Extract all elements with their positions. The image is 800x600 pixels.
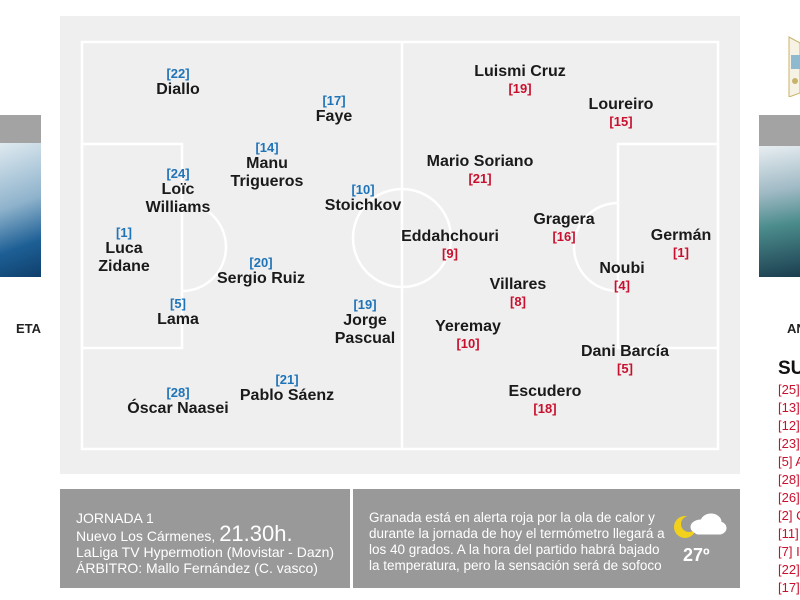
pitch-lines	[80, 40, 720, 451]
substitutes-title: SU	[778, 358, 800, 379]
sub-item: [23]	[778, 436, 800, 451]
kickoff-time: 21.30h.	[219, 521, 293, 546]
sub-item: [2] C	[778, 508, 800, 523]
match-info-panel: JORNADA 1 Nuevo Los Cármenes, 21.30h. La…	[60, 489, 350, 588]
referee-label: ÁRBITRO: Mallo Fernández (C. vasco)	[76, 560, 318, 576]
sub-item: [25]	[778, 382, 800, 397]
sub-item: [7] I	[778, 544, 800, 559]
home-player: [14] Manu Trigueros	[230, 140, 304, 190]
sun-cloud-icon	[674, 513, 727, 538]
away-player: Gragera [16]	[533, 211, 595, 244]
away-player: Dani Barcía [5]	[580, 343, 670, 376]
home-coach-photo	[0, 115, 41, 277]
weather-panel: Granada está en alerta roja por la ola d…	[353, 489, 740, 588]
home-player: [17] Faye	[315, 93, 353, 125]
home-player: [24] Loïc Williams	[145, 166, 211, 216]
away-player: Loureiro [15]	[588, 96, 654, 129]
away-coach-photo	[759, 115, 800, 277]
away-player: Escudero [18]	[508, 383, 582, 416]
away-player: Mario Soriano [21]	[426, 153, 534, 186]
sub-item: [5] A	[778, 454, 800, 469]
matchday-label: JORNADA 1	[76, 510, 154, 526]
temperature: 27º	[683, 545, 710, 565]
home-player: [1] Luca Zidane	[98, 225, 150, 275]
venue-label: Nuevo Los Cármenes,	[76, 528, 216, 544]
home-player: [28] Óscar Naasei	[127, 385, 229, 417]
sub-item: [28]	[778, 472, 800, 487]
weather-text: Granada está en alerta roja por la ola d…	[369, 510, 665, 573]
sub-item: [11]	[778, 526, 799, 541]
home-player: [5] Lama	[157, 296, 199, 328]
away-player: Germán [1]	[650, 227, 712, 260]
away-coach-name: AN	[787, 321, 800, 336]
away-player: Noubi [4]	[599, 260, 645, 293]
club-crest-icon	[788, 36, 800, 97]
sub-item: [13]	[778, 400, 800, 415]
substitutes-list: [25] [13] [12] [23] [5] A [28] [26] [2] …	[778, 381, 800, 597]
sub-item: [12]	[778, 418, 800, 433]
home-player: [21] Pablo Sáenz	[239, 372, 335, 404]
away-player: Eddahchouri [9]	[401, 228, 499, 261]
home-player: [22] Diallo	[156, 66, 200, 98]
sub-item: [17]	[778, 580, 800, 595]
sub-item: [22]	[778, 562, 800, 577]
away-player: Yeremay [10]	[435, 318, 501, 351]
tv-label: LaLiga TV Hypermotion (Movistar - Dazn)	[76, 544, 335, 560]
sub-item: [26]	[778, 490, 800, 505]
home-coach-name: ETA	[15, 321, 41, 336]
home-player: [20] Sergio Ruiz	[216, 255, 306, 287]
away-player: Luismi Cruz [19]	[474, 63, 566, 96]
home-player: [10] Stoichkov	[324, 182, 402, 214]
pitch-background	[60, 16, 740, 474]
home-player: [19] Jorge Pascual	[334, 297, 396, 347]
away-player: Villares [8]	[489, 276, 547, 309]
